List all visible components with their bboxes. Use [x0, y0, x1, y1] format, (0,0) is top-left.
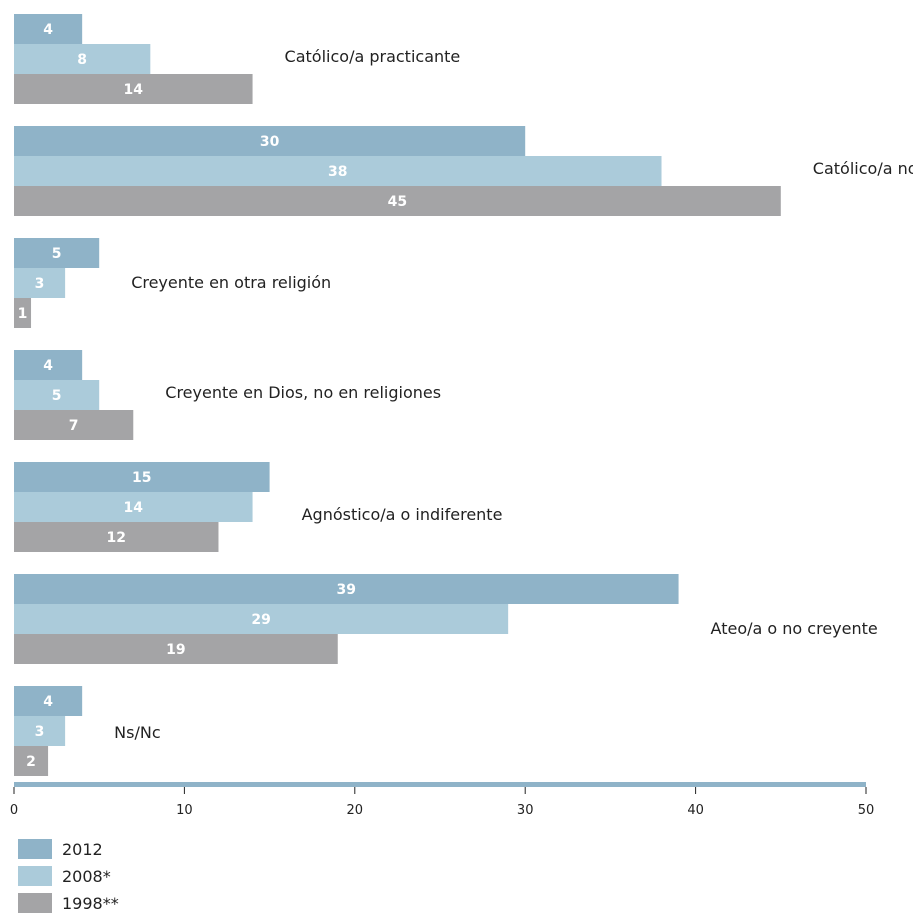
x-tick-label: 20: [347, 803, 364, 818]
bar-value-label: 3: [35, 276, 45, 292]
bar-ateo-a-o-no-creyente-2012: [14, 574, 679, 604]
bar-ns-nc-1998: [14, 746, 49, 776]
bar-catolico-a-practicante-2008: [14, 44, 151, 74]
bar-value-label: 4: [43, 358, 53, 374]
bar-value-label: 4: [43, 694, 53, 710]
bar-value-label: 3: [35, 724, 45, 740]
bar-value-label: 15: [132, 470, 151, 486]
category-label-creyente-en-otra-religion: Creyente en otra religión: [131, 273, 331, 292]
bar-value-label: 39: [337, 582, 356, 598]
x-tick-label: 0: [10, 803, 18, 818]
bar-catolico-a-no-practicante-2008: [14, 156, 662, 186]
legend-swatch-1998: [18, 893, 52, 913]
bar-value-label: 14: [124, 500, 144, 516]
bar-ns-nc-2008: [14, 716, 66, 746]
bar-ns-nc-2012: [14, 686, 83, 716]
legend-label-2008: 2008*: [62, 867, 111, 886]
category-label-agnostico-a-o-indiferente: Agnóstico/a o indiferente: [302, 505, 503, 524]
bar-catolico-a-no-practicante-2012: [14, 126, 526, 156]
bar-value-label: 1: [18, 306, 28, 322]
bar-creyente-en-dios-no-en-religiones-2012: [14, 350, 83, 380]
bar-catolico-a-practicante-1998: [14, 74, 253, 104]
category-label-ns-nc: Ns/Nc: [114, 723, 160, 742]
bar-creyente-en-dios-no-en-religiones-1998: [14, 410, 134, 440]
bar-value-label: 12: [106, 530, 125, 546]
bar-value-label: 45: [388, 194, 407, 210]
bar-ateo-a-o-no-creyente-2008: [14, 604, 509, 634]
category-label-ateo-a-o-no-creyente: Ateo/a o no creyente: [711, 619, 878, 638]
bar-catolico-a-practicante-2012: [14, 14, 83, 44]
category-labels-layer: Católico/a practicante Católico/a no prac…: [114, 47, 913, 742]
bar-agnostico-a-o-indiferente-2008: [14, 492, 253, 522]
category-label-creyente-en-dios-no-en-religiones: Creyente en Dios, no en religiones: [165, 383, 441, 402]
bar-value-label: 2: [26, 754, 36, 770]
bar-ateo-a-o-no-creyente-1998: [14, 634, 338, 664]
bar-value-label: 30: [260, 134, 280, 150]
x-axis-line: [14, 782, 866, 787]
bar-creyente-en-dios-no-en-religiones-2008: [14, 380, 100, 410]
category-label-catolico-a-no-practicante: Católico/a no practicante: [813, 159, 913, 178]
bar-creyente-en-otra-religion-2012: [14, 238, 100, 268]
bar-value-label: 29: [251, 612, 270, 628]
bar-value-label: 7: [69, 418, 79, 434]
legend: 2012 2008* 1998**: [18, 839, 119, 913]
legend-swatch-2008: [18, 866, 52, 886]
bar-value-label: 14: [124, 82, 144, 98]
bar-value-label: 5: [52, 246, 62, 262]
x-tick-label: 50: [858, 803, 875, 818]
bar-value-label: 8: [77, 52, 87, 68]
x-tick-label: 10: [176, 803, 193, 818]
bar-value-label: 4: [43, 22, 53, 38]
bar-value-label: 38: [328, 164, 347, 180]
bar-catolico-a-no-practicante-1998: [14, 186, 781, 216]
legend-label-1998: 1998**: [62, 894, 119, 913]
bar-value-label: 5: [52, 388, 62, 404]
bar-agnostico-a-o-indiferente-1998: [14, 522, 219, 552]
bar-value-label: 19: [166, 642, 185, 658]
category-label-catolico-a-practicante: Católico/a practicante: [285, 47, 461, 66]
x-tick-label: 40: [687, 803, 704, 818]
bar-creyente-en-otra-religion-2008: [14, 268, 66, 298]
legend-label-2012: 2012: [62, 840, 103, 859]
legend-swatch-2012: [18, 839, 52, 859]
bar-creyente-en-otra-religion-1998: [14, 298, 32, 328]
bar-agnostico-a-o-indiferente-2012: [14, 462, 270, 492]
x-tick-label: 30: [517, 803, 534, 818]
x-axis: 0 10 20 30 40 50: [10, 782, 874, 818]
